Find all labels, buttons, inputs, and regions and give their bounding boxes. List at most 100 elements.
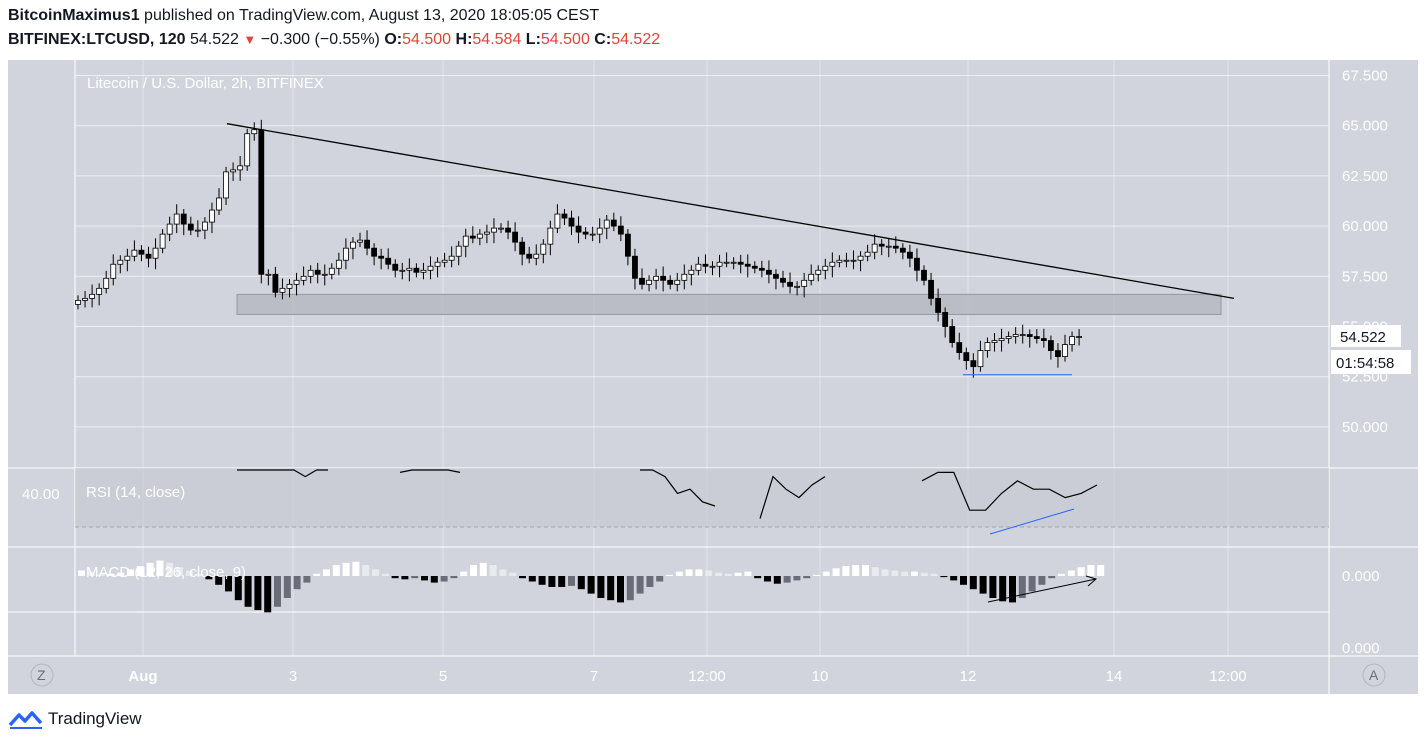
descending-trendline[interactable] [226,123,1235,300]
bearish-candle [364,239,370,249]
macd-bar [87,571,95,576]
bullish-candle [293,279,300,285]
bearish-candle [371,247,378,257]
macd-bar [1067,570,1075,576]
bullish-candle [589,233,596,236]
macd-bar [136,566,144,576]
bullish-candle [201,221,208,231]
bearish-candle [766,269,772,275]
macd-bar [724,573,732,576]
macd-bar [626,576,634,601]
macd-bar [852,565,860,576]
bearish-candle [956,342,963,354]
macd-bar [205,576,213,580]
bullish-candle [1076,336,1082,338]
bearish-candle [561,213,568,219]
bullish-candle [843,259,850,262]
macd-bar [607,576,615,601]
a-button[interactable] [1362,663,1386,687]
time-tick-label: 12 [960,668,977,685]
macd-bar [675,571,683,576]
rsi-line [921,471,1098,511]
macd-bar [734,572,742,576]
macd-bar [479,562,487,576]
bullish-candle [850,259,857,262]
macd-bar [156,560,164,576]
macd-bar [568,576,575,586]
bullish-candle [342,247,349,261]
candles [75,119,1082,378]
bullish-candle [476,233,483,239]
bullish-candle [554,213,561,229]
bullish-candle [991,340,998,343]
bullish-candle [357,239,363,243]
bearish-candle [378,255,385,259]
macd-bar [891,570,899,576]
macd-bar [391,576,399,579]
price-change: −0.300 (−0.55%) [260,31,380,48]
bullish-candle [491,227,497,233]
bearish-candle [737,261,744,265]
bearish-candle [780,277,786,283]
footer-brand[interactable]: TradingView [48,709,142,728]
rsi-divergence-line[interactable] [989,508,1075,535]
macd-bar [538,576,546,585]
bullish-candle [117,259,124,265]
high-value: 54.584 [472,31,522,48]
bullish-candle [1005,336,1012,339]
symbol-name[interactable]: BITFINEX:LTCUSD, [8,31,155,48]
macd-bar [930,573,938,576]
z-button[interactable] [30,663,54,687]
macd-divergence-arrow[interactable] [987,578,1097,603]
bearish-candle [138,249,145,255]
macd-bar [117,572,125,576]
bearish-candle [145,253,152,259]
high-label: H: [455,31,473,48]
bullish-candle [244,133,251,167]
macd-bar [548,576,556,587]
bearish-candle [899,247,906,253]
macd-bar [519,576,526,579]
bullish-candle [808,273,815,281]
bearish-candle [921,269,927,281]
time-tick-label: 5 [439,668,447,685]
bullish-candle [695,263,702,271]
macd-bar [146,562,154,576]
macd-bar [1058,573,1065,576]
bullish-candle [709,265,716,268]
macd-bar [764,576,771,582]
bullish-candle [286,283,293,289]
bearish-candle [610,219,617,227]
bullish-candle [533,253,540,259]
rsi-label: RSI (14, close) [86,484,185,501]
down-arrow-icon: ▼ [243,32,257,47]
rsi-series [237,469,1098,519]
bearish-candle [505,227,511,233]
bullish-candle [265,273,272,276]
macd-bar [195,573,203,576]
bullish-candle [1062,344,1068,358]
bullish-candle [307,269,314,277]
macd-bar [528,576,536,582]
tradingview-logo-icon[interactable] [8,708,44,730]
bearish-candle [180,213,187,225]
bullish-candle [871,243,878,253]
bullish-candle [984,342,991,351]
bullish-candle [836,259,843,263]
bullish-candle [110,263,117,279]
bullish-candle [166,223,173,235]
bullish-candle [300,275,307,281]
bullish-candle [434,261,441,267]
time-tick-label: 3 [289,668,297,685]
macd-bar [185,570,193,576]
time-tick-label: 7 [590,668,598,685]
author-name[interactable]: BitcoinMaximus1 [8,7,140,24]
bullish-candle [681,273,688,281]
bullish-candle [216,197,222,211]
bullish-candle [209,209,215,223]
bullish-candle [1019,334,1026,336]
bearish-candle [667,279,674,285]
macd-bar [176,567,183,576]
bullish-candle [399,269,406,272]
